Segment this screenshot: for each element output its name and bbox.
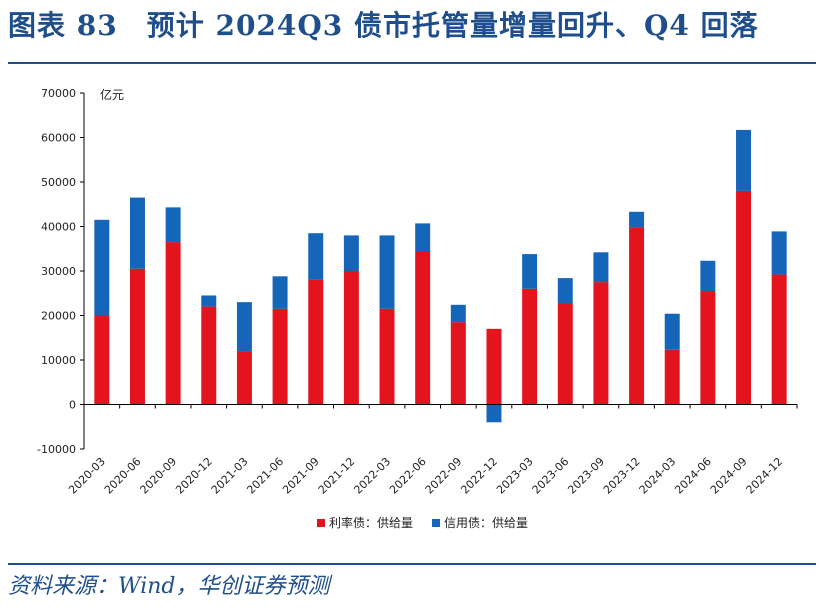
bar-rate-2021-03 <box>236 351 252 405</box>
bar-credit-2024-03 <box>664 313 680 350</box>
x-tick-label: 2021-12 <box>316 455 358 497</box>
x-tick-label: 2021-06 <box>244 455 286 497</box>
y-tick-label: 40000 <box>41 221 76 234</box>
x-tick-label: 2024-12 <box>744 455 786 497</box>
x-tick-label: 2020-09 <box>138 455 180 497</box>
bar-rate-2024-12 <box>771 274 787 405</box>
bar-credit-2024-06 <box>700 260 716 292</box>
x-tick-label: 2020-03 <box>66 455 108 497</box>
bar-rate-2024-03 <box>664 349 680 405</box>
bar-credit-2024-09 <box>736 129 752 191</box>
x-tick-label: 2024-09 <box>708 455 750 497</box>
x-tick-label: 2022-12 <box>458 455 500 497</box>
y-tick-label: 50000 <box>41 176 76 189</box>
x-tick-label: 2021-09 <box>280 455 322 497</box>
y-tick-label: 0 <box>69 399 76 412</box>
legend-rate-bond-swatch <box>317 519 325 527</box>
bar-credit-2023-06 <box>557 278 573 304</box>
bar-credit-2020-12 <box>201 295 217 307</box>
stacked-bar-chart: -10000 0 10000 20000 30000 40000 50000 60000 700… <box>37 87 798 530</box>
bar-rate-2021-06 <box>272 308 288 405</box>
bar-credit-2022-03 <box>379 235 395 309</box>
bar-rate-2024-09 <box>736 190 752 405</box>
bar-rate-2022-12 <box>486 328 502 405</box>
bar-rate-2022-03 <box>379 308 395 405</box>
bar-rate-2020-03 <box>94 315 110 405</box>
source-note: 资料来源：Wind，华创证券预测 <box>8 574 330 599</box>
bar-rate-2023-06 <box>557 303 573 405</box>
legend-credit-bond-label: 信用债：供给量 <box>444 516 528 530</box>
x-tick-label: 2023-12 <box>601 455 643 497</box>
bar-credit-2023-03 <box>522 254 538 289</box>
bar-credit-2023-12 <box>629 211 645 228</box>
y-tick-label: 20000 <box>41 310 76 323</box>
x-tick-label: 2021-03 <box>209 455 251 497</box>
x-tick-label: 2023-09 <box>565 455 607 497</box>
y-unit-label: 亿元 <box>100 87 124 102</box>
bar-credit-2021-06 <box>272 276 288 309</box>
x-tick-label: 2022-09 <box>423 455 465 497</box>
bar-credit-2020-09 <box>165 207 181 243</box>
bar-rate-2020-12 <box>201 306 217 405</box>
title-divider <box>8 62 816 64</box>
bar-rate-2023-09 <box>593 282 609 405</box>
y-tick-label: -10000 <box>37 443 76 456</box>
bar-rate-2024-06 <box>700 291 716 405</box>
bar-rate-2022-09 <box>450 322 466 405</box>
bar-credit-2021-03 <box>236 302 252 352</box>
bar-rate-2020-09 <box>165 242 181 405</box>
bar-credit-2024-12 <box>771 231 787 275</box>
x-tick-label: 2024-06 <box>672 455 714 497</box>
x-tick-label: 2022-06 <box>387 455 429 497</box>
x-tick-label: 2020-12 <box>173 455 215 497</box>
y-tick-label: 10000 <box>41 354 76 367</box>
bar-credit-2021-09 <box>308 233 324 280</box>
legend-credit-bond-swatch <box>432 519 440 527</box>
x-tick-label: 2024-03 <box>637 455 679 497</box>
bar-credit-2023-09 <box>593 252 609 283</box>
bar-credit-2022-12 <box>486 404 502 423</box>
bar-rate-2021-12 <box>343 271 359 405</box>
y-tick-label: 60000 <box>41 132 76 145</box>
x-tick-label: 2020-06 <box>102 455 144 497</box>
bar-rate-2022-06 <box>415 250 431 405</box>
legend-rate-bond-label: 利率债：供给量 <box>329 515 413 530</box>
bar-credit-2021-12 <box>343 235 359 271</box>
bar-credit-2022-09 <box>450 304 466 323</box>
x-tick-label: 2023-03 <box>494 455 536 497</box>
bar-credit-2022-06 <box>415 223 431 251</box>
bar-rate-2020-06 <box>129 268 145 405</box>
bar-rate-2021-09 <box>308 279 324 405</box>
y-tick-label: 30000 <box>41 265 76 278</box>
figure-title: 图表 83 预计 2024Q3 债市托管量增量回升、Q4 回落 <box>8 9 759 42</box>
y-tick-label: 70000 <box>41 87 76 100</box>
bar-credit-2020-03 <box>94 219 110 316</box>
x-tick-label: 2022-03 <box>351 455 393 497</box>
source-divider <box>8 563 816 565</box>
bar-credit-2020-06 <box>129 197 145 269</box>
bar-rate-2023-03 <box>522 288 538 405</box>
bar-rate-2023-12 <box>629 227 645 405</box>
x-tick-label: 2023-06 <box>530 455 572 497</box>
